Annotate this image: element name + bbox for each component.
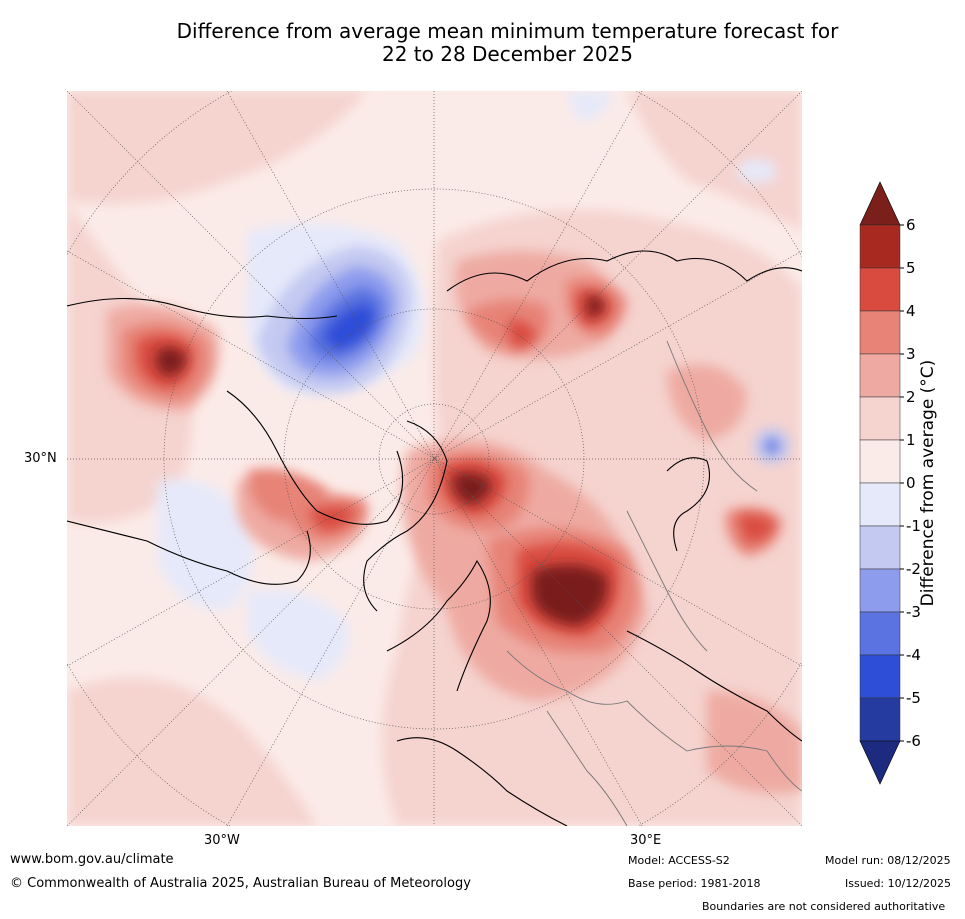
colorbar-segment (859, 611, 901, 656)
colorbar-segment (859, 482, 901, 527)
colorbar-tick-label: 3 (906, 345, 916, 363)
coastlines (67, 250, 802, 826)
chart-title: Difference from average mean minimum tem… (0, 20, 965, 66)
colorbar-tick-label: -5 (906, 689, 921, 707)
colorbar-segment (859, 353, 901, 398)
colorbar-extend-top (859, 181, 901, 226)
base-period-text: Base period: 1981-2018 (628, 877, 761, 890)
graticule (67, 91, 802, 826)
country-borders (506, 340, 802, 826)
colorbar-tick-label: 0 (906, 474, 916, 492)
colorbar-segment (859, 396, 901, 441)
anomaly-band-above-5 (156, 295, 608, 626)
website-link[interactable]: www.bom.gov.au/climate (10, 852, 174, 867)
colorbar-tick-label: 5 (906, 259, 916, 277)
model-run-text: Model run: 08/12/2025 (825, 854, 951, 867)
title-line-2: 22 to 28 December 2025 (381, 42, 633, 66)
issued-text: Issued: 10/12/2025 (845, 877, 952, 890)
colorbar-tick-label: -2 (906, 560, 921, 578)
lon-label-30w: 30°W (204, 833, 240, 848)
colorbar-tick-label: -6 (906, 732, 921, 750)
colorbar-tick-label: -1 (906, 517, 921, 535)
colorbar-tick-label: 6 (906, 216, 916, 234)
colorbar: 6 5 4 3 2 1 0 -1 -2 -3 -4 -5 -6 (859, 181, 921, 785)
colorbar-ticks: 6 5 4 3 2 1 0 -1 -2 -3 -4 -5 -6 (900, 216, 921, 750)
colorbar-segment (859, 310, 901, 355)
title-line-1: Difference from average mean minimum tem… (176, 19, 839, 43)
colorbar-tick-label: -4 (906, 646, 921, 664)
colorbar-tick-label: 2 (906, 388, 916, 406)
temperature-anomaly-map (67, 91, 802, 826)
boundaries-note: Boundaries are not considered authoritat… (702, 900, 946, 913)
copyright-text: © Commonwealth of Australia 2025, Austra… (10, 876, 471, 891)
colorbar-segment (859, 439, 901, 484)
colorbar-tick-label: 1 (906, 431, 916, 449)
colorbar-segment (859, 224, 901, 269)
colorbar-segments (859, 181, 901, 785)
colorbar-segment (859, 525, 901, 570)
colorbar-segment (859, 654, 901, 699)
colorbar-extend-bottom (859, 740, 901, 785)
model-text: Model: ACCESS-S2 (628, 854, 730, 867)
cold-anomaly-canada (257, 246, 412, 393)
cold-spot-east (754, 428, 790, 464)
lon-label-30e: 30°E (630, 833, 662, 848)
colorbar-segment (859, 697, 901, 742)
colorbar-tick-label: -3 (906, 603, 921, 621)
lat-label-30n: 30°N (24, 451, 57, 466)
colorbar-segment (859, 568, 901, 613)
colorbar-tick-label: 4 (906, 302, 916, 320)
colorbar-segment (859, 267, 901, 312)
colorbar-title: Difference from average (°C) (918, 359, 938, 607)
